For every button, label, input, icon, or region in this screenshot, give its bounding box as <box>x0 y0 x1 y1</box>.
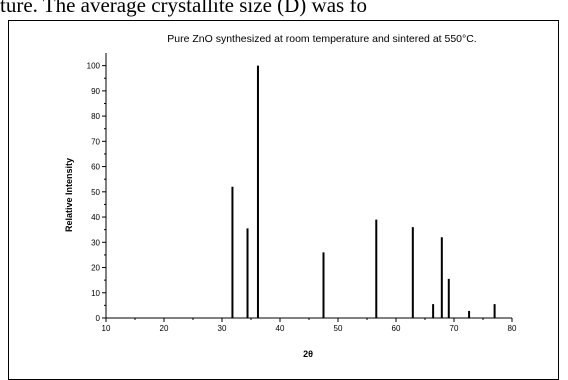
y-tick-label: 70 <box>91 137 100 146</box>
chart-title: Pure ZnO synthesized at room temperature… <box>167 33 476 45</box>
y-tick-label: 50 <box>91 188 100 197</box>
figure-frame <box>8 20 559 380</box>
x-tick-label: 20 <box>160 324 169 333</box>
x-tick-label: 60 <box>392 324 401 333</box>
y-tick-label: 10 <box>91 289 100 298</box>
x-tick-label: 10 <box>102 324 111 333</box>
y-tick-label: 20 <box>91 264 100 273</box>
y-tick-label: 100 <box>87 62 101 71</box>
y-tick-label: 90 <box>91 87 100 96</box>
y-tick-label: 30 <box>91 238 100 247</box>
x-tick-label: 30 <box>218 324 227 333</box>
x-tick-label: 70 <box>450 324 459 333</box>
x-tick-label: 40 <box>276 324 285 333</box>
x-tick-label: 50 <box>334 324 343 333</box>
y-tick-label: 40 <box>91 213 100 222</box>
peaks <box>231 65 496 318</box>
x-tick-label: 80 <box>508 324 517 333</box>
y-axis-label: Relative Intensity <box>64 158 74 232</box>
y-tick-label: 0 <box>96 314 101 323</box>
page-caption: ture. The average crystallite size (D) w… <box>0 0 367 17</box>
y-tick-label: 80 <box>91 112 100 121</box>
y-tick-label: 60 <box>91 163 100 172</box>
x-axis-label: 2θ <box>303 349 313 359</box>
